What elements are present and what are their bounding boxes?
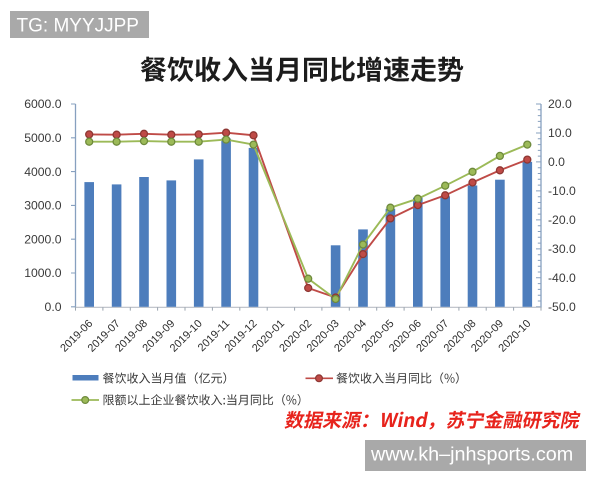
svg-text:10.0: 10.0 (548, 126, 572, 140)
svg-text:0.0: 0.0 (45, 300, 62, 314)
svg-text:-10.0: -10.0 (548, 184, 576, 198)
svg-text:4000.0: 4000.0 (24, 165, 61, 179)
svg-text:5000.0: 5000.0 (24, 131, 61, 145)
svg-text:20.0: 20.0 (548, 97, 572, 111)
svg-text:-20.0: -20.0 (548, 213, 576, 227)
svg-text:www.kh–jnhsports.com: www.kh–jnhsports.com (370, 444, 573, 466)
svg-text:2000.0: 2000.0 (24, 232, 61, 246)
svg-text:6000.0: 6000.0 (24, 97, 61, 111)
svg-text:3000.0: 3000.0 (24, 199, 61, 213)
svg-text:0.0: 0.0 (548, 155, 565, 169)
svg-text:-50.0: -50.0 (548, 300, 576, 314)
svg-text:1000.0: 1000.0 (24, 266, 61, 280)
svg-text:-40.0: -40.0 (548, 271, 576, 285)
svg-text:-30.0: -30.0 (548, 242, 576, 256)
svg-text:TG: MYYJJPP: TG: MYYJJPP (17, 16, 139, 37)
